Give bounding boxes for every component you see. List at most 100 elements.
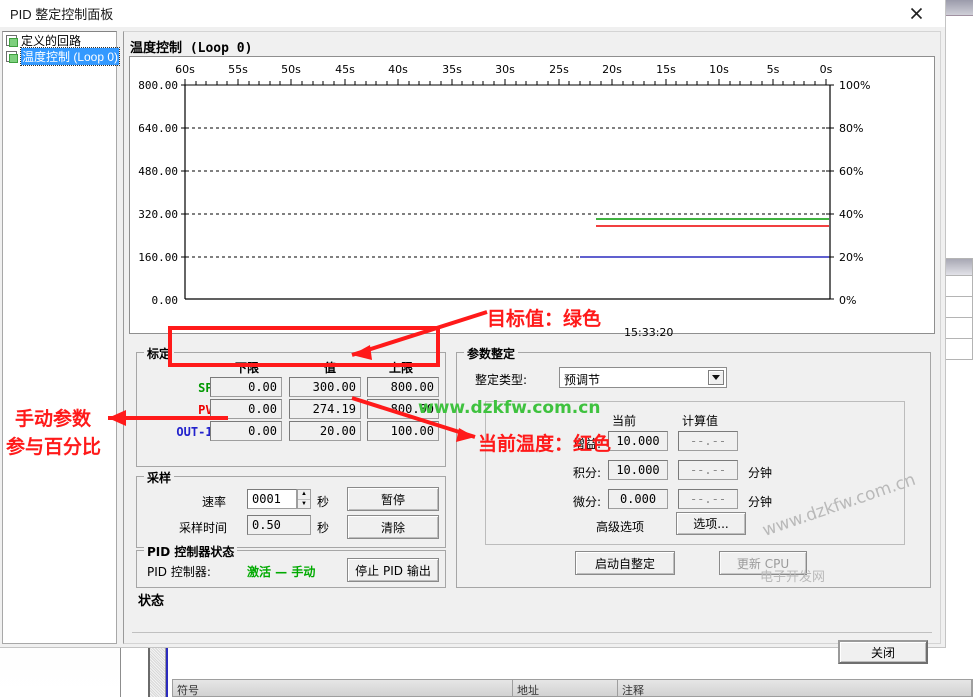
sample-time-input[interactable]: 0.50	[247, 515, 311, 535]
calibration-column-headers: 下限 值 上限	[137, 359, 445, 375]
gain-label: 增益:	[572, 437, 601, 451]
calibration-row-out1: OUT-1 : 0.00 20.00 100.00	[137, 421, 445, 443]
tuning-group-title: 参数整定	[464, 345, 519, 362]
calibration-group-title: 标定	[144, 345, 175, 362]
dialog-titlebar[interactable]: PID 整定控制面板	[0, 0, 945, 27]
pid-status-group-title: PID 控制器状态	[144, 543, 238, 560]
svg-text:800.00: 800.00	[138, 79, 178, 92]
pause-button[interactable]: 暂停	[347, 487, 439, 511]
close-button[interactable]: 关闭	[838, 640, 928, 664]
svg-text:320.00: 320.00	[138, 208, 178, 221]
rate-stepper[interactable]: ▲ ▼	[297, 489, 311, 509]
stepper-up-icon[interactable]: ▲	[298, 490, 310, 500]
loop-tree-panel[interactable]: 定义的回路 温度控制 (Loop 0)	[2, 31, 121, 644]
sidebar-item-label: 温度控制 (Loop 0)	[19, 46, 121, 66]
svg-text:40s: 40s	[388, 63, 408, 76]
background-right-cells	[943, 258, 973, 360]
tuning-group: 参数整定 整定类型: 预调节 当前 计算值 增益: 10.000 --.-- 积…	[456, 345, 931, 588]
sample-time-label: 采样时间	[179, 521, 228, 535]
tuning-type-select[interactable]: 预调节	[559, 367, 727, 388]
sp-value-input[interactable]: 300.00	[289, 377, 361, 397]
svg-text:60%: 60%	[839, 165, 863, 178]
dialog-body: 定义的回路 温度控制 (Loop 0) 温度控制 (Loop 0) 60s 55…	[0, 27, 945, 664]
start-autotune-button[interactable]: 启动自整定	[575, 551, 675, 575]
window-title: PID 整定控制面板	[10, 7, 114, 22]
loop-node-icon	[6, 34, 18, 47]
rate-input[interactable]: 0001	[247, 489, 297, 509]
pid-status-group: PID 控制器状态 PID 控制器: 激活 — 手动 停止 PID 输出	[136, 543, 446, 588]
out1-value-input[interactable]: 20.00	[289, 421, 361, 441]
sidebar-item-temperature-loop0[interactable]: 温度控制 (Loop 0)	[3, 46, 121, 66]
integral-current-input[interactable]: 10.000	[608, 460, 668, 480]
tuning-type-label: 整定类型:	[475, 373, 528, 387]
stop-pid-output-button[interactable]: 停止 PID 输出	[347, 558, 439, 582]
sampling-group-title: 采样	[144, 469, 175, 486]
loop-node-icon	[6, 50, 18, 63]
pid-controller-label: PID 控制器:	[147, 565, 211, 579]
tuning-params-panel: 当前 计算值 增益: 10.000 --.-- 积分: 10.000 --.--…	[485, 401, 905, 545]
column-header-high: 上限	[389, 361, 414, 375]
sp-high-input[interactable]: 800.00	[367, 377, 439, 397]
update-cpu-button[interactable]: 更新 CPU	[719, 551, 807, 575]
advanced-options-label: 高级选项	[596, 520, 645, 534]
svg-text:55s: 55s	[228, 63, 248, 76]
stepper-down-icon[interactable]: ▼	[301, 500, 307, 507]
column-header-current: 当前	[612, 414, 637, 428]
svg-text:480.00: 480.00	[138, 165, 178, 178]
pv-high-input[interactable]: 800.00	[367, 399, 439, 419]
svg-text:20%: 20%	[839, 251, 863, 264]
svg-text:50s: 50s	[281, 63, 301, 76]
sidebar-item-label: 定义的回路	[21, 33, 82, 48]
sampling-group: 采样 速率 0001 ▲ ▼ 秒 采样时间 0.50 秒 暂停 清除	[136, 469, 446, 548]
loop-detail-panel: 温度控制 (Loop 0) 60s 55s 50s 45s 40s 35s 30…	[123, 31, 941, 664]
rate-unit: 秒	[317, 495, 330, 509]
tuning-type-value: 预调节	[564, 373, 601, 387]
calibration-group: 标定 下限 值 上限 SP : 0.00 300.00 800.00 PV : …	[136, 345, 446, 467]
sidebar-item-defined-loops[interactable]: 定义的回路	[3, 32, 116, 48]
sp-low-input[interactable]: 0.00	[210, 377, 282, 397]
out1-high-input[interactable]: 100.00	[367, 421, 439, 441]
background-column-header: 符号	[173, 680, 513, 696]
svg-text:40%: 40%	[839, 208, 863, 221]
background-column-header: 地址	[513, 680, 618, 696]
integral-label: 积分:	[572, 466, 601, 480]
gain-current-input[interactable]: 10.000	[608, 431, 668, 451]
pid-controller-state: 激活 — 手动	[247, 565, 316, 579]
svg-text:25s: 25s	[549, 63, 569, 76]
sample-time-unit: 秒	[317, 521, 330, 535]
integral-calculated-value: --.--	[678, 460, 738, 480]
integral-unit: 分钟	[748, 466, 773, 480]
advanced-options-button[interactable]: 选项...	[676, 512, 746, 535]
clear-button[interactable]: 清除	[347, 515, 439, 539]
svg-text:0%: 0%	[839, 294, 856, 307]
svg-text:15s: 15s	[656, 63, 676, 76]
svg-text:20s: 20s	[602, 63, 622, 76]
pv-low-input[interactable]: 0.00	[210, 399, 282, 419]
svg-text:10s: 10s	[709, 63, 729, 76]
derivative-calculated-value: --.--	[678, 489, 738, 509]
out1-low-input[interactable]: 0.00	[210, 421, 282, 441]
trend-chart-svg: 60s 55s 50s 45s 40s 35s 30s 25s 20s 15s …	[138, 63, 870, 307]
background-cell	[943, 276, 973, 297]
svg-text:160.00: 160.00	[138, 251, 178, 264]
column-header-value: 值	[324, 361, 337, 375]
background-cell	[943, 318, 973, 339]
svg-text:100%: 100%	[839, 79, 870, 92]
trend-chart: 60s 55s 50s 45s 40s 35s 30s 25s 20s 15s …	[129, 56, 935, 334]
chevron-down-icon[interactable]	[708, 370, 724, 385]
derivative-label: 微分:	[572, 495, 601, 509]
svg-text:45s: 45s	[335, 63, 355, 76]
background-blue-rule	[166, 645, 168, 697]
chart-timestamp: 15:33:20	[624, 326, 674, 339]
status-section-label: 状态	[138, 594, 165, 609]
pv-value-input[interactable]: 274.19	[289, 399, 361, 419]
svg-text:60s: 60s	[175, 63, 195, 76]
gain-calculated-value: --.--	[678, 431, 738, 451]
column-header-low: 下限	[235, 361, 260, 375]
close-icon[interactable]	[895, 0, 937, 27]
background-cell-header	[943, 258, 973, 276]
pid-tuning-dialog: PID 整定控制面板 定义的回路 温度控制 (Loop 0) 温度控制 (Loo…	[0, 0, 946, 664]
svg-text:5s: 5s	[767, 63, 780, 76]
background-cell	[943, 339, 973, 360]
derivative-current-input[interactable]: 0.000	[608, 489, 668, 509]
